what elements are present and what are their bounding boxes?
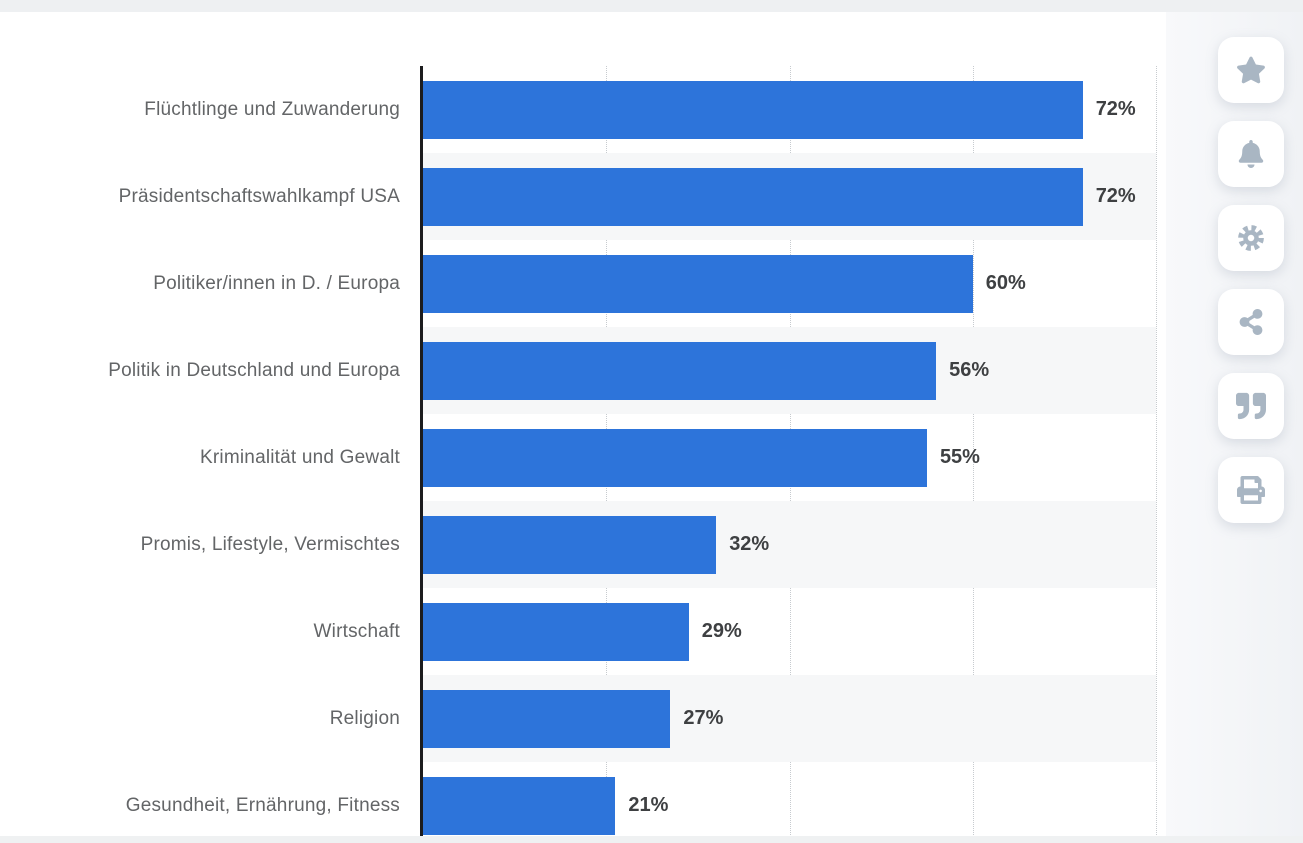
y-axis-line — [420, 66, 423, 843]
action-toolbar — [1218, 37, 1284, 523]
side-panel — [1166, 12, 1303, 843]
bar[interactable] — [423, 689, 671, 748]
value-label: 32% — [729, 533, 770, 555]
bar[interactable] — [423, 776, 616, 835]
bar-track: 32% — [423, 501, 1156, 588]
page-top-strip — [0, 0, 1303, 12]
value-label: 60% — [985, 272, 1026, 294]
bar-row: Religion 27% — [0, 675, 1156, 762]
bar-track: 27% — [423, 675, 1156, 762]
gridline-80 — [1156, 66, 1157, 843]
page-bottom-strip — [0, 836, 1303, 843]
bar-track: 72% — [423, 66, 1156, 153]
category-label: Wirtschaft — [313, 620, 400, 642]
value-label: 56% — [949, 359, 990, 381]
gear-icon — [1236, 223, 1266, 253]
bar-row: Promis, Lifestyle, Vermischtes 32% — [0, 501, 1156, 588]
category-label: Präsidentschaftswahlkampf USA — [118, 185, 400, 207]
bar-track: 55% — [423, 414, 1156, 501]
bar-track: 56% — [423, 327, 1156, 414]
bar-row: Gesundheit, Ernährung, Fitness 21% — [0, 762, 1156, 843]
category-label: Flüchtlinge und Zuwanderung — [144, 98, 400, 120]
value-label: 72% — [1095, 185, 1136, 207]
bar-row: Flüchtlinge und Zuwanderung 72% — [0, 66, 1156, 153]
bar[interactable] — [423, 254, 973, 313]
bar-row: Präsidentschaftswahlkampf USA 72% — [0, 153, 1156, 240]
value-label: 29% — [701, 620, 742, 642]
bar[interactable] — [423, 167, 1083, 226]
share-icon — [1238, 309, 1264, 335]
bar-row: Wirtschaft 29% — [0, 588, 1156, 675]
value-label: 72% — [1095, 98, 1136, 120]
quote-icon — [1236, 391, 1266, 421]
notifications-button[interactable] — [1218, 121, 1284, 187]
print-button[interactable] — [1218, 457, 1284, 523]
chart-rows: Flüchtlinge und Zuwanderung 72% Präsiden… — [0, 66, 1156, 843]
bar-track: 72% — [423, 153, 1156, 240]
value-label: 21% — [628, 794, 669, 816]
bar[interactable] — [423, 80, 1083, 139]
bar-row: Politiker/innen in D. / Europa 60% — [0, 240, 1156, 327]
bar-chart: Flüchtlinge und Zuwanderung 72% Präsiden… — [0, 66, 1156, 843]
bell-icon — [1237, 140, 1265, 168]
share-button[interactable] — [1218, 289, 1284, 355]
bar[interactable] — [423, 341, 937, 400]
star-icon — [1236, 55, 1266, 85]
category-label: Kriminalität und Gewalt — [200, 446, 400, 468]
cite-button[interactable] — [1218, 373, 1284, 439]
category-label: Religion — [329, 707, 400, 729]
settings-button[interactable] — [1218, 205, 1284, 271]
bar-row: Kriminalität und Gewalt 55% — [0, 414, 1156, 501]
category-label: Gesundheit, Ernährung, Fitness — [125, 794, 400, 816]
bar[interactable] — [423, 428, 927, 487]
bar-track: 21% — [423, 762, 1156, 843]
bar[interactable] — [423, 515, 717, 574]
bar[interactable] — [423, 602, 689, 661]
value-label: 27% — [683, 707, 724, 729]
value-label: 55% — [939, 446, 980, 468]
bar-track: 60% — [423, 240, 1156, 327]
bar-row: Politik in Deutschland und Europa 56% — [0, 327, 1156, 414]
category-label: Politik in Deutschland und Europa — [108, 359, 400, 381]
favorite-button[interactable] — [1218, 37, 1284, 103]
bar-track: 29% — [423, 588, 1156, 675]
category-label: Politiker/innen in D. / Europa — [153, 272, 400, 294]
printer-icon — [1237, 476, 1265, 504]
category-label: Promis, Lifestyle, Vermischtes — [140, 533, 400, 555]
